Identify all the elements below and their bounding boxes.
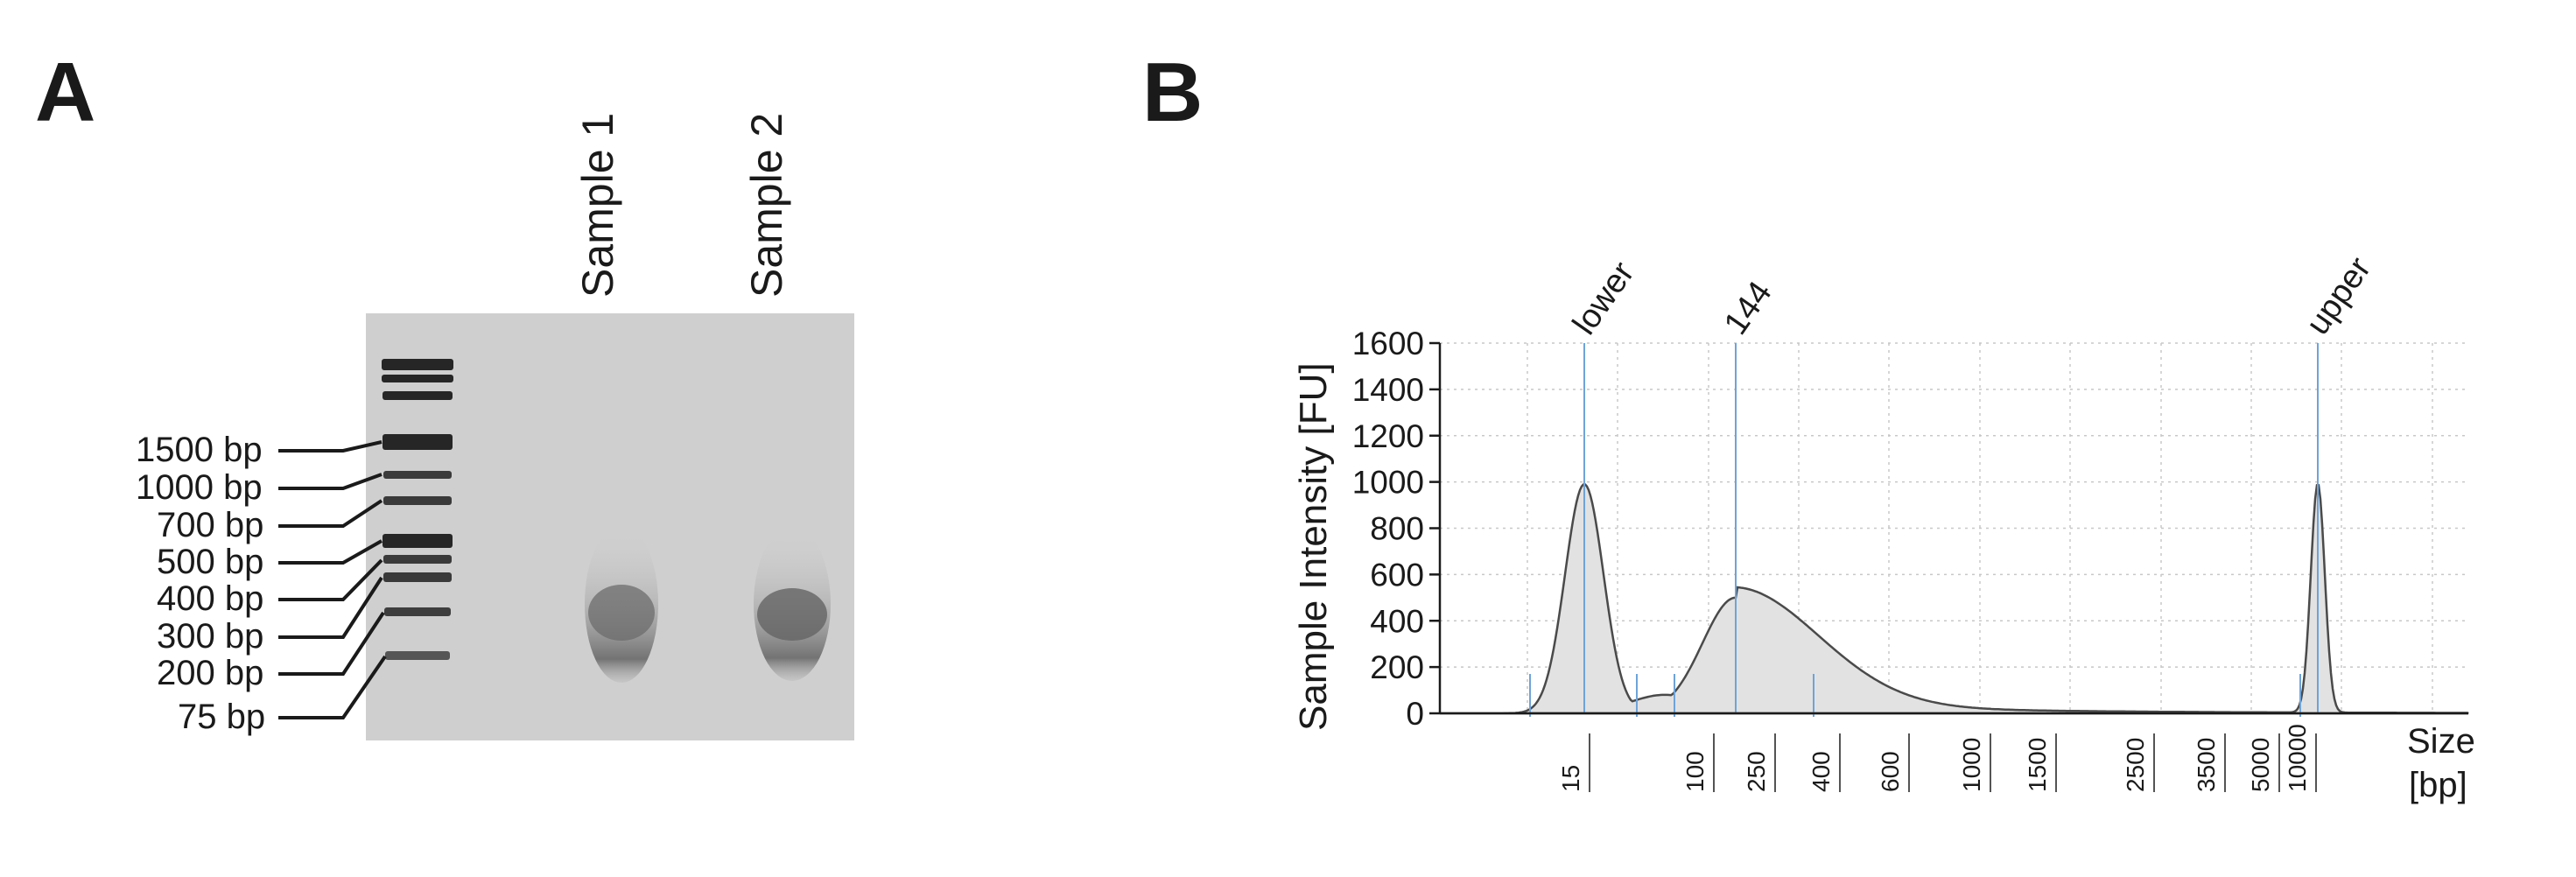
ladder-label: 700 bp [157,506,263,544]
x-axis-unit: [bp] [2409,766,2467,804]
y-tick-label: 1200 [1352,418,1424,454]
chart-axes [1429,341,2468,715]
x-tick-labels: 15 100 250 400 600 1000 1500 2500 3500 5000 10000 [1557,724,2317,792]
x-tick-label: 10000 [2284,724,2311,792]
ladder-label: 1000 bp [136,468,263,507]
ladder-labels: 1500 bp 1000 bp 700 bp 500 bp 400 bp 300… [136,431,265,736]
x-tick-label: 100 [1681,751,1709,792]
x-tick-label: 600 [1877,751,1904,792]
peak-label: lower [1566,255,1642,341]
ladder-label: 75 bp [178,698,265,736]
y-tick-label: 0 [1406,696,1424,732]
y-tick-label: 400 [1370,603,1424,639]
x-tick-label: 250 [1743,751,1770,792]
y-tick-label: 200 [1370,649,1424,685]
panel-b-letter: B [1142,46,1203,139]
y-tick-label: 800 [1370,511,1424,547]
peak-label: upper [2299,250,2378,341]
gel-image [366,313,854,740]
y-axis-title: Sample Intensity [FU] [1292,362,1335,731]
ladder-bands [382,359,453,660]
x-tick-label: 1000 [1958,738,1985,792]
y-tick-label: 600 [1370,557,1424,593]
trace-curve [1440,483,2469,715]
peak-labels: lower 144 upper [1566,250,2378,341]
y-tick-label: 1400 [1352,372,1424,408]
sample-1-band [588,585,655,641]
y-tick-label: 1000 [1352,465,1424,501]
x-tick-label: 1500 [2024,738,2051,792]
lane-label-sample-1: Sample 1 [573,113,622,298]
y-tick-labels: 0 200 400 600 800 1000 1200 1400 1600 [1352,326,1424,732]
ladder-label: 400 bp [157,579,263,618]
y-tick-label: 1600 [1352,326,1424,361]
ladder-label: 300 bp [157,617,263,656]
ladder-leader-lines [278,440,387,719]
ladder-label: 500 bp [157,543,263,581]
electropherogram-chart: 0 200 400 600 800 1000 1200 1400 1600 15 100 250 40… [1292,250,2475,804]
x-tick-label: 400 [1807,751,1835,792]
panel-a-letter: A [35,46,95,139]
x-axis-title: Size [2407,722,2475,761]
x-tick-label: 15 [1557,765,1584,792]
peak-label: 144 [1717,275,1779,341]
x-tick-label: 2500 [2122,738,2149,792]
ladder-label: 200 bp [157,654,263,692]
x-tick-label: 5000 [2247,738,2274,792]
marker-lines [1529,343,2319,717]
ladder-label: 1500 bp [136,431,263,469]
sample-2-band [757,588,827,641]
x-tick-label: 3500 [2193,738,2220,792]
lane-label-sample-2: Sample 2 [742,113,791,298]
